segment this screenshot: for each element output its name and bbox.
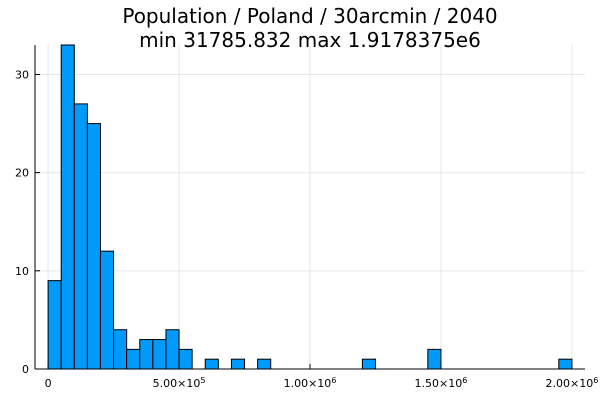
histogram-bar-8 [152, 339, 167, 370]
histogram-bar-11 [204, 358, 219, 370]
histogram-bar-10 [178, 348, 193, 370]
y-tick-label-3: 30 [15, 68, 29, 81]
histogram-bar-0 [47, 280, 62, 370]
histogram-bar-12 [230, 358, 246, 370]
grid-layer [35, 45, 585, 370]
histogram-bar-2 [73, 103, 88, 370]
histogram-bar-16 [558, 358, 573, 370]
histogram-bar-3 [86, 123, 101, 370]
histogram-bar-15 [427, 348, 442, 370]
y-tick-label-1: 10 [15, 265, 29, 278]
y-tick-label-0: 0 [22, 363, 29, 376]
bars-layer [47, 44, 573, 370]
histogram-bar-4 [99, 250, 115, 370]
histogram-bar-14 [361, 358, 376, 370]
x-tick-label-4: 2.00×106 [545, 376, 598, 391]
title-layer: Population / Poland / 30arcmin / 2040 mi… [122, 4, 497, 52]
x-tick-label-3: 1.50×106 [415, 376, 468, 391]
tick-label-layer: 0 10 20 30 0 5.00×105 1.00×106 1.50×106 2.00×106 [15, 68, 598, 390]
x-tick-label-0: 0 [45, 377, 52, 390]
histogram-bar-5 [113, 329, 128, 370]
histogram-bar-6 [126, 348, 141, 370]
histogram-bar-13 [257, 358, 272, 370]
chart-title-line-1: Population / Poland / 30arcmin / 2040 [122, 4, 497, 28]
x-tick-label-2: 1.00×106 [284, 376, 337, 391]
y-tick-label-2: 20 [15, 167, 29, 180]
axes-layer [34, 45, 585, 370]
histogram-bar-9 [165, 329, 180, 370]
histogram-bar-7 [139, 339, 154, 370]
x-tick-label-1: 5.00×105 [153, 376, 206, 391]
histogram-bar-1 [60, 44, 75, 370]
